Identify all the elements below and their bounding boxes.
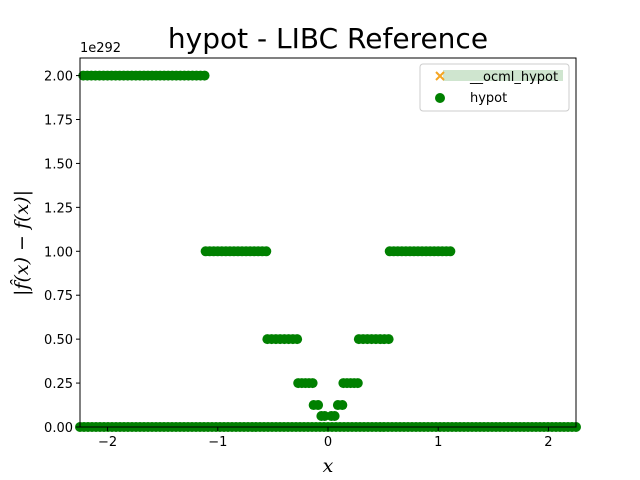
- y-tick-label: 1.00: [44, 245, 73, 260]
- hypot-point: [383, 334, 394, 345]
- x-axis-ticks: −2 −1 0 1 2: [98, 427, 553, 450]
- x-tick-label: −2: [98, 435, 117, 450]
- legend-label-hypot: hypot: [470, 91, 507, 106]
- x-tick-label: 1: [434, 435, 442, 450]
- y-axis-ticks: 0.00 0.25 0.50 0.75 1.00 1.25 1.50 1.75 2.00: [44, 70, 80, 436]
- hypot-point: [337, 400, 348, 411]
- x-tick-label: −1: [208, 435, 227, 450]
- legend-overlap-band: [443, 70, 563, 81]
- hypot-point: [445, 246, 456, 257]
- hypot-point: [199, 70, 210, 81]
- hypot-point: [261, 246, 272, 257]
- y-tick-label: 0.75: [44, 289, 73, 304]
- hypot-point: [352, 378, 363, 389]
- y-tick-label: 2.00: [44, 70, 73, 85]
- x-tick-label: 2: [544, 435, 552, 450]
- x-axis-label: x: [323, 455, 334, 477]
- hypot-point: [307, 378, 318, 389]
- y-tick-label: 1.25: [44, 201, 73, 216]
- legend-marker-x: [435, 71, 445, 81]
- hypot-point: [313, 400, 324, 411]
- chart-title: hypot - LIBC Reference: [168, 22, 488, 55]
- x-tick-label: 0: [324, 435, 332, 450]
- y-axis-label: |f̂(x) − f(x)|: [10, 190, 33, 296]
- hypot-point: [292, 334, 303, 345]
- y-tick-label: 0.00: [44, 421, 73, 436]
- hypot-point: [329, 411, 340, 422]
- y-tick-label: 0.25: [44, 377, 73, 392]
- y-tick-label: 1.75: [44, 114, 73, 129]
- legend-marker-circle: [435, 93, 445, 103]
- legend-label-ocml-hypot: __ocml_hypot: [469, 70, 558, 85]
- y-offset-label: 1e292: [80, 41, 121, 56]
- y-tick-label: 0.50: [44, 333, 73, 348]
- y-tick-label: 1.50: [44, 157, 73, 172]
- legend: __ocml_hypot hypot: [419, 63, 570, 112]
